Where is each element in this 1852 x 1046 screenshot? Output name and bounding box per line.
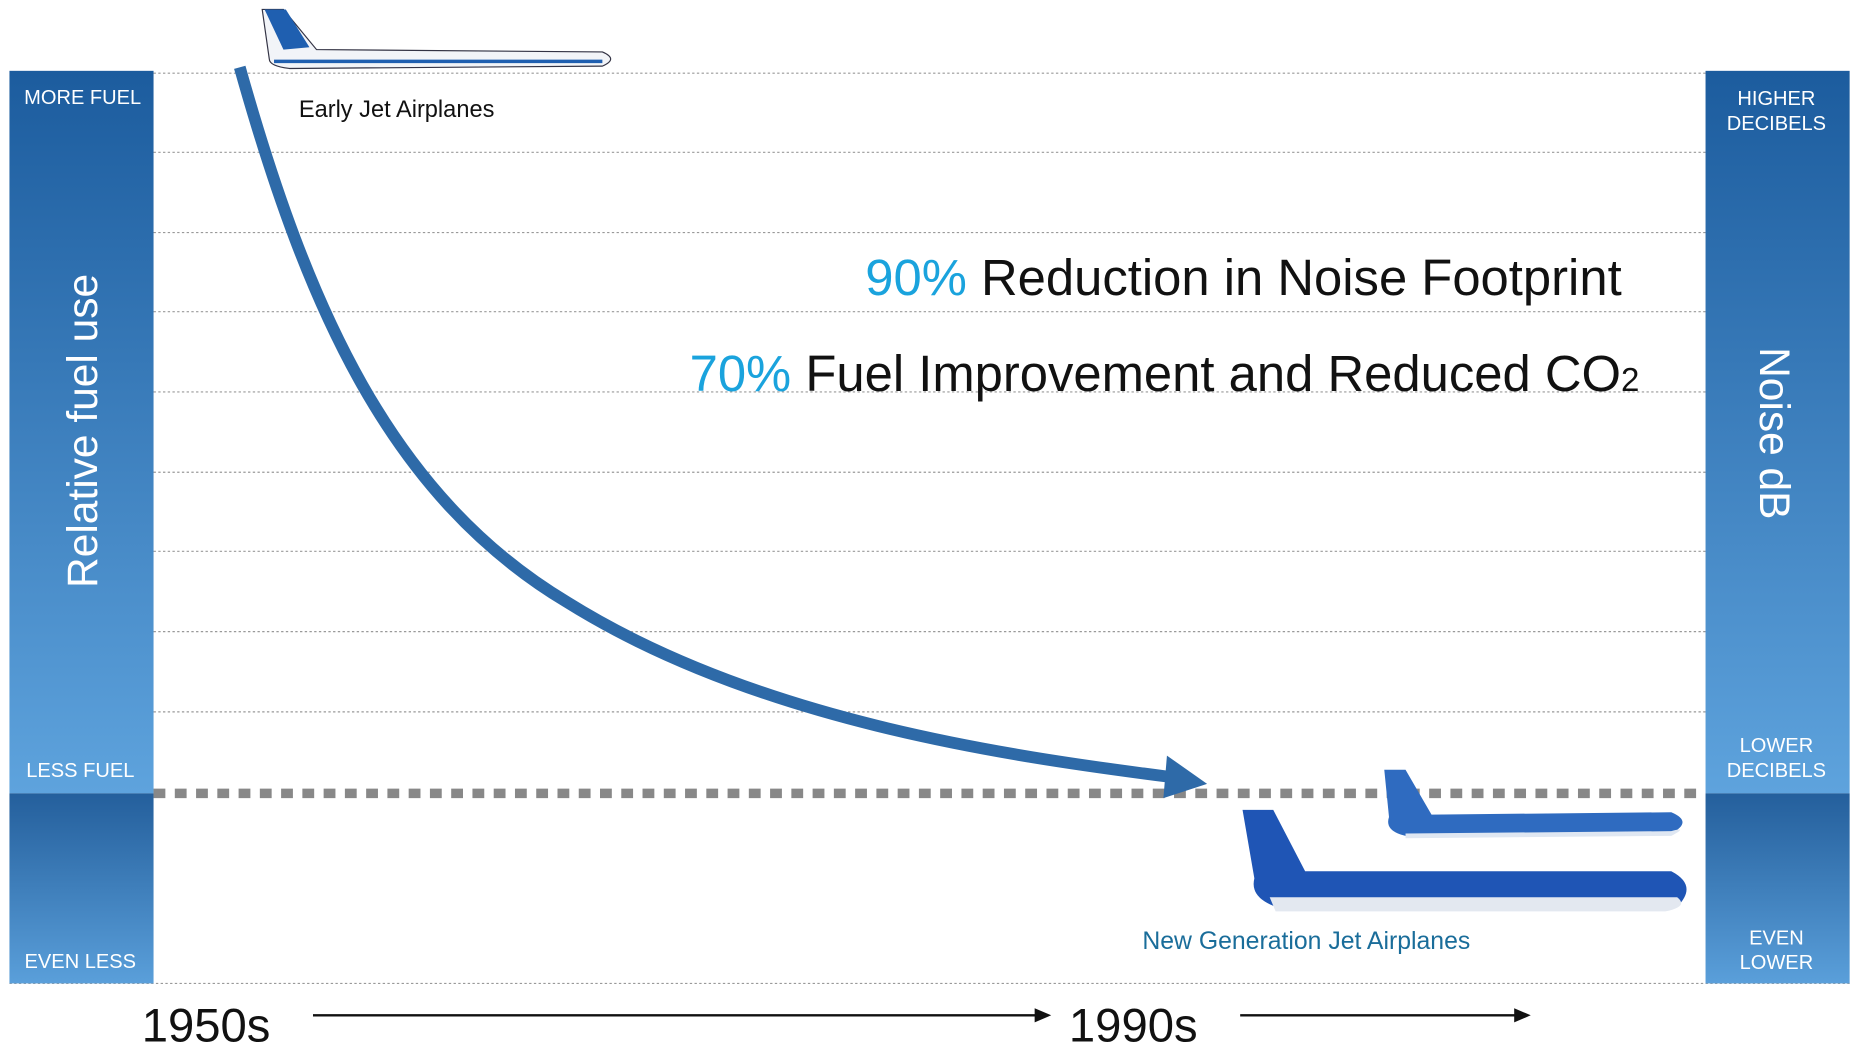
timeline-label: 1950s <box>142 999 271 1046</box>
left-middle: LESS FUEL <box>26 760 134 782</box>
early-airplane <box>262 9 610 68</box>
infographic: MORE FUEL LESS FUEL EVEN LESS Relative f… <box>0 0 1852 1046</box>
left-top: MORE FUEL <box>24 87 141 109</box>
timeline-arrow <box>313 1008 1051 1022</box>
early-label: Early Jet Airplanes <box>299 97 495 123</box>
right-title: Noise dB <box>1750 347 1797 519</box>
trend-arrow <box>240 67 1207 798</box>
headline: 70% Fuel Improvement and Reduced CO2 <box>690 345 1640 402</box>
new-label: New Generation Jet Airplanes <box>1142 928 1470 955</box>
left-title: Relative fuel use <box>60 274 107 588</box>
left-bottom: EVEN LESS <box>25 951 137 973</box>
timeline-arrow <box>1240 1008 1531 1022</box>
headline: 90% Reduction in Noise Footprint <box>865 249 1621 306</box>
timeline-label: 1990s <box>1069 999 1198 1046</box>
